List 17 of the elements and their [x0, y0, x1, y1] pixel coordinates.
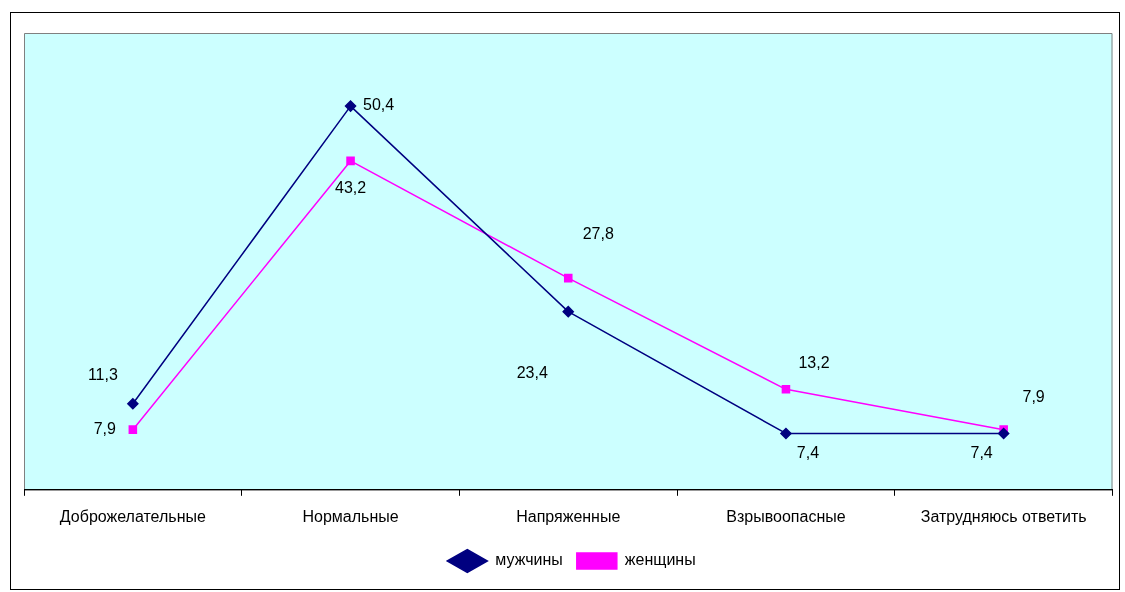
x-tick-label: Доброжелательные — [59, 507, 206, 525]
legend-label: мужчины — [495, 551, 563, 569]
x-tick-label: Взрывоопасные — [726, 507, 846, 525]
data-label: 7,9 — [1022, 388, 1045, 406]
data-label: 13,2 — [798, 353, 830, 371]
data-label: 11,3 — [87, 366, 118, 384]
data-label: 43,2 — [334, 179, 367, 197]
data-label: 23,4 — [516, 364, 548, 382]
data-label: 7,4 — [796, 443, 820, 461]
legend-label: женщины — [624, 551, 696, 569]
x-tick-label: Затрудняюсь ответить — [920, 507, 1087, 525]
x-tick-label: Напряженные — [516, 507, 621, 525]
data-label: 50,4 — [362, 96, 395, 114]
data-label: 27,8 — [582, 224, 614, 242]
data-label: 7,4 — [970, 443, 993, 461]
x-tick-label: Нормальные — [302, 507, 399, 525]
data-label: 7,9 — [93, 420, 117, 438]
